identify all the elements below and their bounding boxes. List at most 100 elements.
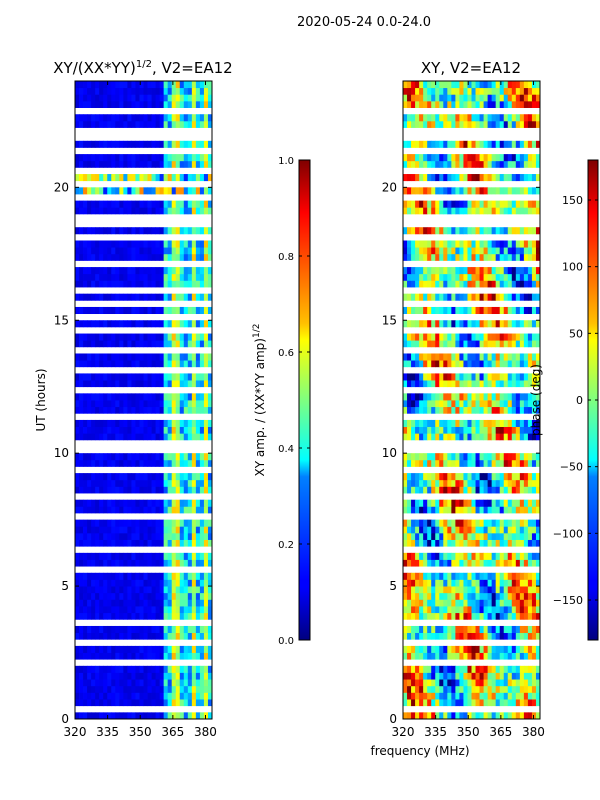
heatmap-cell <box>475 360 480 368</box>
heatmap-cell <box>479 599 484 607</box>
heatmap-cell <box>151 692 156 700</box>
heatmap-cell <box>75 579 80 587</box>
heatmap-cell <box>455 426 460 434</box>
heatmap-cell <box>203 479 209 487</box>
heatmap-cell <box>467 459 472 467</box>
heatmap-cell <box>203 114 209 122</box>
heatmap-cell <box>523 599 529 607</box>
heatmap-cell <box>411 120 416 128</box>
heatmap-cell <box>507 353 513 361</box>
heatmap-cell <box>475 539 480 547</box>
heatmap-cell <box>143 426 148 434</box>
heatmap-cell <box>95 572 100 580</box>
heatmap-cell <box>439 579 444 587</box>
heatmap-cell <box>431 552 436 560</box>
heatmap-cell <box>111 579 116 587</box>
heatmap-cell <box>479 267 484 275</box>
heatmap-cell <box>91 632 96 640</box>
heatmap-cell <box>203 625 209 634</box>
heatmap-cell <box>411 526 416 534</box>
heatmap-cell <box>511 606 517 614</box>
heatmap-cell <box>407 679 412 687</box>
heatmap-cell <box>199 519 205 527</box>
heatmap-cell <box>195 586 201 594</box>
heatmap-cell <box>443 160 448 168</box>
heatmap-cell <box>419 459 424 467</box>
heatmap-cell <box>119 207 124 215</box>
heatmap-cell <box>135 100 140 108</box>
heatmap-cell <box>531 426 537 434</box>
heatmap-cell <box>187 599 193 607</box>
heatmap-cell <box>187 306 193 315</box>
heatmap-cell <box>507 87 513 95</box>
heatmap-cell <box>495 532 501 540</box>
heatmap-cell <box>131 712 136 720</box>
heatmap-cell <box>95 592 100 600</box>
heatmap-cell <box>203 665 209 673</box>
heatmap-cell <box>83 712 88 720</box>
heatmap-cell <box>155 572 161 580</box>
heatmap-cell <box>467 240 472 248</box>
heatmap-cell <box>483 120 489 128</box>
heatmap-cell <box>403 227 408 235</box>
heatmap-cell <box>127 333 132 341</box>
heatmap-cell <box>507 632 513 640</box>
heatmap-cell <box>451 652 456 660</box>
heatmap-cell <box>143 453 148 461</box>
heatmap-cell <box>131 672 136 680</box>
heatmap-cell <box>491 380 497 388</box>
heatmap-cell <box>119 406 124 414</box>
heatmap-cell <box>531 267 537 275</box>
heatmap-cell <box>419 94 424 102</box>
heatmap-cell <box>115 360 120 368</box>
x-tick-label: 380 <box>194 725 217 739</box>
y-tick-label: 15 <box>382 313 397 327</box>
heatmap-cell <box>503 712 509 720</box>
heatmap-cell <box>187 426 193 434</box>
heatmap-cell <box>175 100 181 108</box>
heatmap-cell <box>527 685 533 693</box>
heatmap-cell <box>415 207 420 215</box>
heatmap-cell <box>155 280 161 288</box>
heatmap-cell <box>407 579 412 587</box>
heatmap-cell <box>155 81 161 89</box>
heatmap-cell <box>107 539 112 547</box>
heatmap-cell <box>147 679 152 687</box>
heatmap-cell <box>103 459 108 467</box>
heatmap-cell <box>147 419 152 427</box>
heatmap-cell <box>471 406 476 414</box>
heatmap-cell <box>119 459 124 467</box>
heatmap-cell <box>491 679 497 687</box>
heatmap-cell <box>463 606 468 614</box>
heatmap-cell <box>119 419 124 427</box>
heatmap-cell <box>443 87 448 95</box>
heatmap-cell <box>527 692 533 700</box>
heatmap-cell <box>535 606 541 614</box>
heatmap-cell <box>523 572 529 580</box>
heatmap-cell <box>491 433 497 441</box>
heatmap-cell <box>531 645 537 653</box>
heatmap-cell <box>487 333 493 341</box>
heatmap-cell <box>431 453 436 461</box>
colorbar-tick-label: 0 <box>576 394 583 407</box>
heatmap-cell <box>87 459 92 467</box>
heatmap-cell <box>83 506 88 514</box>
heatmap-cell <box>183 253 189 261</box>
heatmap-cell <box>475 187 480 195</box>
heatmap-cell <box>407 645 412 653</box>
heatmap-cell <box>443 612 448 620</box>
heatmap-cell <box>123 240 128 248</box>
heatmap-cell <box>179 586 185 594</box>
heatmap-cell <box>191 506 197 514</box>
heatmap-cell <box>415 672 420 680</box>
heatmap-cell <box>91 586 96 594</box>
heatmap-cell <box>467 200 472 208</box>
heatmap-cell <box>179 672 185 680</box>
heatmap-cell <box>423 267 428 275</box>
heatmap-cell <box>471 685 476 693</box>
heatmap-cell <box>455 320 460 328</box>
heatmap-cell <box>119 579 124 587</box>
heatmap-cell <box>487 94 493 102</box>
heatmap-cell <box>471 586 476 594</box>
heatmap-cell <box>99 572 104 580</box>
